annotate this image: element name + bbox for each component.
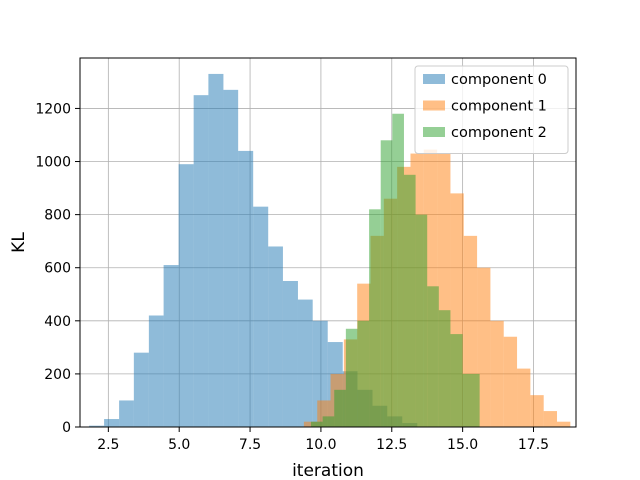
- histogram-bar: [438, 310, 451, 427]
- x-tick-label: 10.0: [305, 437, 336, 453]
- histogram-bar: [415, 214, 428, 427]
- histogram-bar: [380, 140, 393, 427]
- series-2-bars: [310, 113, 480, 427]
- histogram-bar: [403, 174, 416, 427]
- legend-entry-label: component 1: [451, 99, 547, 115]
- x-tick-label: 15.0: [447, 437, 478, 453]
- x-axis-label: iteration: [292, 461, 364, 480]
- histogram-bar: [334, 389, 346, 427]
- histogram-bar: [148, 315, 164, 427]
- histogram-bar: [133, 352, 149, 427]
- histogram-bar: [119, 400, 134, 427]
- histogram-bar: [392, 113, 404, 427]
- histogram-bar: [557, 421, 571, 427]
- histogram-bars: [89, 73, 571, 428]
- histogram-bar: [310, 421, 323, 427]
- histogram-bar: [238, 150, 254, 427]
- x-tick-label: 5.0: [168, 437, 190, 453]
- histogram-bar: [543, 411, 558, 427]
- y-tick-label: 1000: [35, 155, 71, 171]
- legend-entry-label: component 0: [451, 72, 547, 88]
- x-tick-label: 17.5: [518, 437, 549, 453]
- histogram-bar: [253, 206, 269, 427]
- histogram-bar: [193, 95, 209, 427]
- histogram-bar: [490, 320, 504, 427]
- x-tick-label: 2.5: [97, 437, 119, 453]
- y-tick-label: 0: [62, 420, 71, 436]
- y-tick-label: 1200: [35, 101, 71, 117]
- axis-ticks: 2.5 5.0 7.5 10.0 12.5 15.0 17.5 0 200 400 600 800 10…: [35, 101, 549, 453]
- legend-swatch: [423, 74, 445, 84]
- histogram-bar: [163, 265, 179, 427]
- histogram-bar: [450, 334, 463, 427]
- histogram-bar: [89, 425, 105, 427]
- y-tick-label: 600: [44, 261, 71, 277]
- y-tick-label: 400: [44, 314, 71, 330]
- histogram-bar: [282, 280, 298, 427]
- histogram-bar: [462, 373, 480, 427]
- histogram-bar: [322, 416, 335, 427]
- histogram-bar: [530, 395, 544, 427]
- histogram-bar: [517, 368, 531, 427]
- histogram-bar: [345, 328, 358, 427]
- histogram-bar: [208, 73, 224, 428]
- legend-swatch: [423, 127, 445, 137]
- histogram-bar: [503, 336, 518, 427]
- y-tick-label: 800: [44, 208, 71, 224]
- x-tick-label: 12.5: [376, 437, 407, 453]
- histogram-bar: [268, 246, 283, 427]
- histogram-bar: [104, 419, 120, 427]
- legend: component 0 component 1 component 2: [414, 65, 569, 154]
- y-tick-label: 200: [44, 367, 71, 383]
- histogram-bar: [178, 164, 194, 427]
- histogram-bar: [297, 299, 313, 427]
- histogram-bar: [303, 421, 318, 427]
- legend-box: [414, 65, 569, 154]
- histogram-bar: [369, 209, 381, 427]
- x-tick-label: 7.5: [239, 437, 261, 453]
- plot-frame: [79, 57, 577, 428]
- histogram-bar: [427, 286, 439, 427]
- legend-swatch: [423, 100, 445, 111]
- histogram-bar: [477, 267, 491, 427]
- histogram-bar: [223, 89, 239, 428]
- legend-entry-label: component 2: [451, 125, 547, 141]
- y-axis-label: KL: [9, 232, 29, 253]
- histogram-bar: [357, 320, 370, 427]
